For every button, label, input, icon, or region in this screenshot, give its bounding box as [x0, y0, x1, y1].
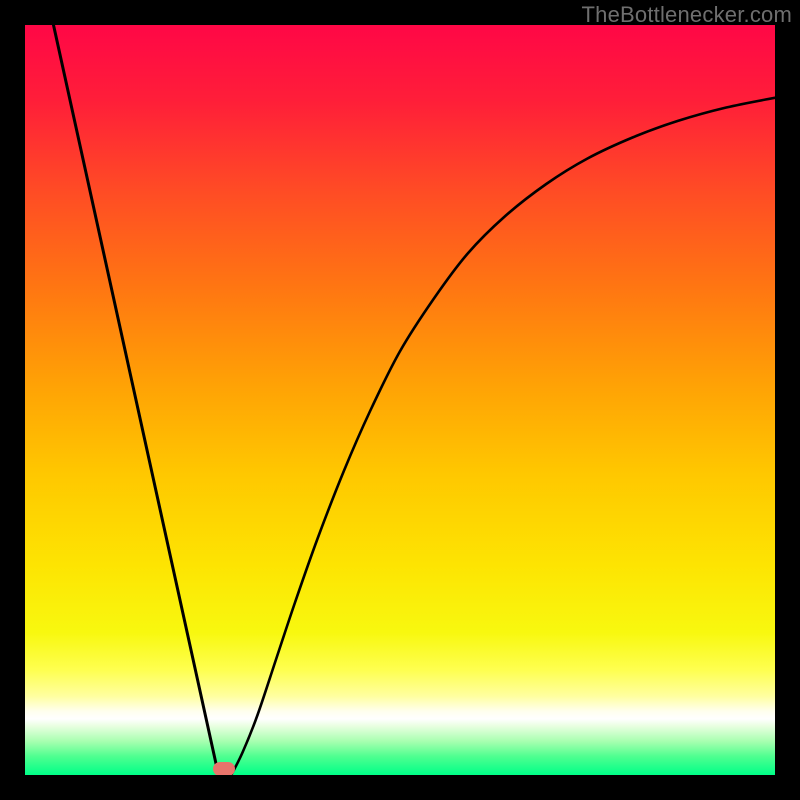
curve-layer [25, 25, 775, 775]
chart-container: TheBottlenecker.com [0, 0, 800, 800]
plot-area [25, 25, 775, 775]
watermark-text: TheBottlenecker.com [582, 2, 792, 28]
curve-right-branch [231, 98, 775, 775]
curve-left-branch [54, 25, 219, 775]
bottleneck-marker [213, 762, 235, 775]
